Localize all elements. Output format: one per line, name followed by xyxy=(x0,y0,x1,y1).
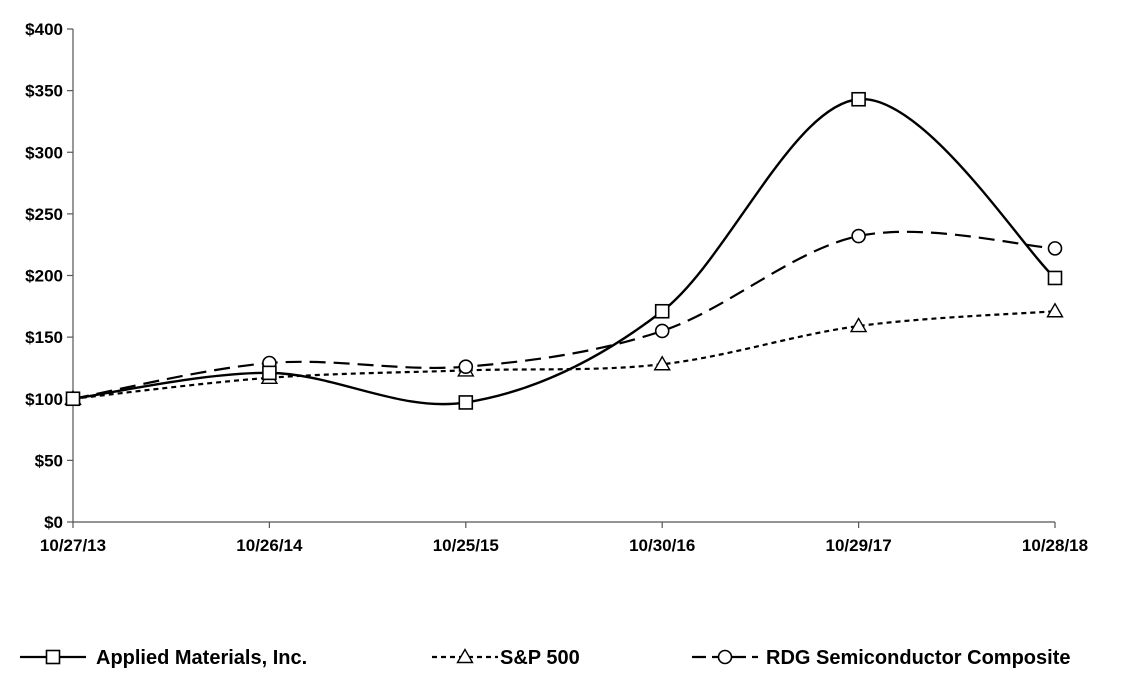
data-point-square xyxy=(654,303,670,319)
data-point-triangle xyxy=(1046,302,1064,318)
x-tick-label: 10/28/18 xyxy=(1022,536,1088,555)
data-point-circle xyxy=(851,228,866,244)
y-tick-label: $0 xyxy=(44,513,63,532)
data-point-triangle xyxy=(653,355,671,371)
data-point-circle xyxy=(1047,241,1063,256)
y-tick-label: $200 xyxy=(25,267,63,286)
chart-axes xyxy=(67,28,1056,528)
legend-label: S&P 500 xyxy=(500,647,580,669)
y-tick-label: $300 xyxy=(25,143,63,162)
y-tick-labels: $0 $50 $100 $150 $200 $250 $300 $350 $400 xyxy=(25,20,63,532)
series-lines xyxy=(72,98,1056,406)
x-tick-labels: 10/27/13 10/26/14 10/25/15 10/30/16 10/29/17… xyxy=(40,536,1088,555)
x-tick-label: 10/30/16 xyxy=(629,536,695,555)
legend-marker-square xyxy=(45,649,61,665)
y-tick-label: $400 xyxy=(25,20,63,39)
series-line-triangle xyxy=(72,310,1056,400)
series-markers xyxy=(64,91,1064,410)
legend-marker-circle xyxy=(717,649,733,665)
data-point-circle xyxy=(458,359,474,375)
legend-label: Applied Materials, Inc. xyxy=(96,647,307,669)
legend-item: Applied Materials, Inc. xyxy=(20,647,307,669)
x-tick-label: 10/27/13 xyxy=(40,536,106,555)
data-point-square xyxy=(1047,270,1063,286)
data-point-square xyxy=(458,395,474,410)
data-point-square xyxy=(65,391,81,407)
y-tick-label: $50 xyxy=(35,451,63,470)
chart-legend: Applied Materials, Inc. S&P 500 RDG Semico… xyxy=(20,647,1070,669)
data-point-triangle xyxy=(849,317,868,333)
x-tick-label: 10/26/14 xyxy=(236,536,303,555)
legend-marker-triangle xyxy=(456,648,474,664)
y-tick-label: $100 xyxy=(25,390,63,409)
y-tick-label: $250 xyxy=(25,205,63,224)
x-tick-label: 10/29/17 xyxy=(826,536,892,555)
y-tick-label: $150 xyxy=(25,328,63,347)
legend-label: RDG Semiconductor Composite xyxy=(766,647,1070,669)
series-line-square xyxy=(72,98,1056,406)
legend-item: S&P 500 xyxy=(432,647,580,669)
series-line-circle xyxy=(72,230,1056,400)
x-tick-label: 10/25/15 xyxy=(433,536,499,555)
data-point-square xyxy=(262,365,277,381)
data-point-circle xyxy=(654,323,670,339)
y-tick-label: $350 xyxy=(25,82,63,101)
data-point-square xyxy=(851,91,866,107)
legend-item: RDG Semiconductor Composite xyxy=(692,647,1070,669)
